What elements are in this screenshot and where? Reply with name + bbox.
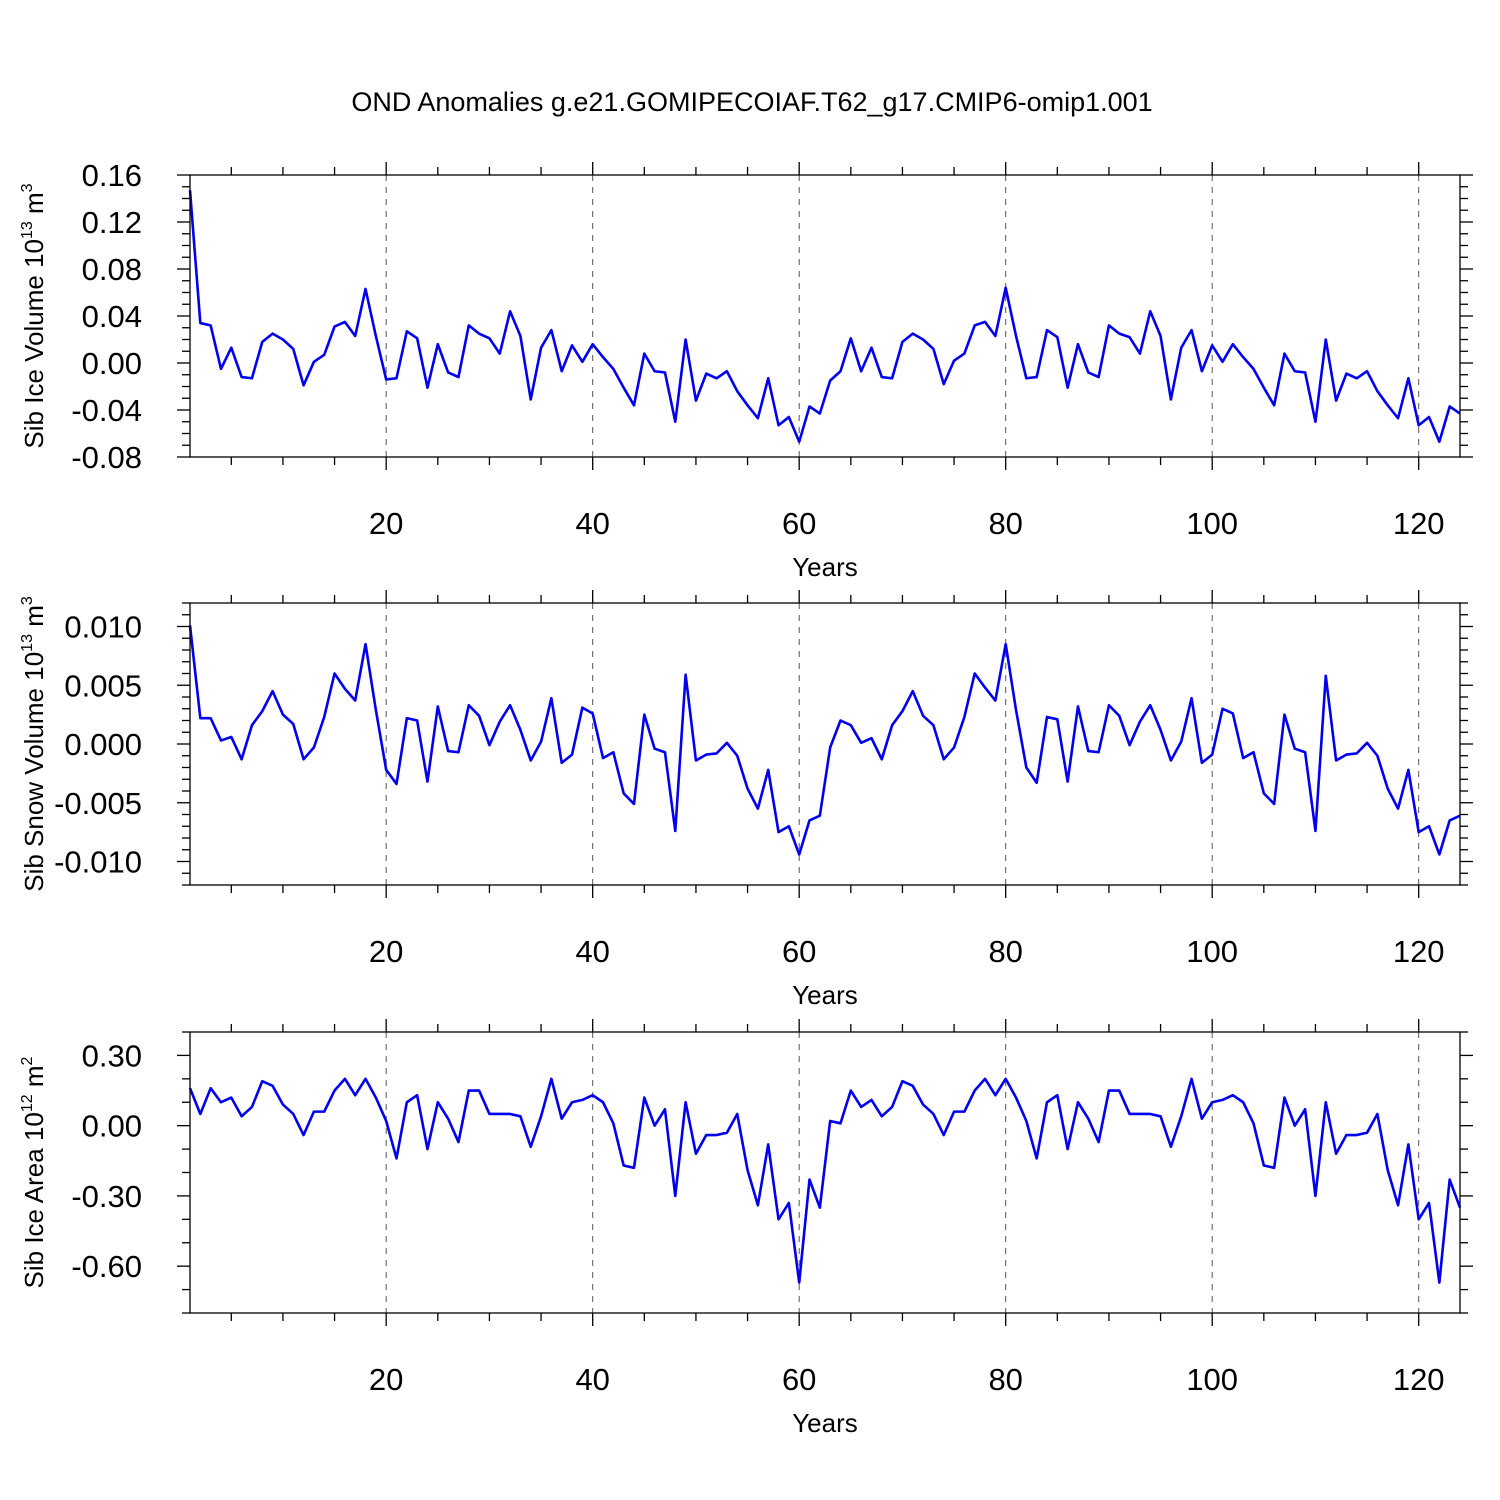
x-tick-label: 80 <box>988 934 1022 969</box>
x-tick-label: 20 <box>369 934 403 969</box>
figure-title: OND Anomalies g.e21.GOMIPECOIAF.T62_g17.… <box>351 87 1152 117</box>
y-tick-label: -0.005 <box>54 786 142 821</box>
y-tick-label: 0.08 <box>82 252 142 287</box>
y-axis-title: Sib Ice Area 1012 m2 <box>19 1056 49 1288</box>
plot-frame <box>189 1031 1461 1314</box>
x-tick-label: 120 <box>1393 506 1445 541</box>
x-tick-label: 40 <box>575 506 609 541</box>
x-tick-label: 20 <box>369 506 403 541</box>
y-tick-label: 0.04 <box>82 299 142 334</box>
x-tick-label: 100 <box>1186 934 1238 969</box>
x-tick-label: 80 <box>988 506 1022 541</box>
y-axis-title-exponent: 13 <box>19 634 36 652</box>
x-axis-title: Years <box>792 552 858 582</box>
y-axis-title-exponent: 13 <box>19 221 36 239</box>
x-tick-label: 40 <box>575 1362 609 1397</box>
panel-1: -0.08 -0.04 0.00 0.04 0.08 0.12 0.16 20 40 60 80 10… <box>19 158 1473 582</box>
y-axis-title-unit-exponent: 3 <box>19 183 36 192</box>
plot-frame <box>189 174 1461 458</box>
y-tick-label: 0.30 <box>82 1038 142 1073</box>
series-line <box>188 1077 1462 1284</box>
x-tick-label: 100 <box>1186 506 1238 541</box>
y-axis-title-unit: m <box>19 192 49 221</box>
y-axis-title-exponent: 12 <box>19 1094 36 1112</box>
y-tick-label: 0.16 <box>82 158 142 193</box>
y-axis-title-unit: m <box>19 605 49 634</box>
x-tick-label: 100 <box>1186 1362 1238 1397</box>
y-tick-label: 0.00 <box>82 346 142 381</box>
y-tick-label: 0.010 <box>64 610 142 645</box>
y-axis-title: Sib Ice Volume 1013 m3 <box>19 183 49 448</box>
y-tick-label: 0.005 <box>64 668 142 703</box>
plot-frame <box>189 602 1461 886</box>
x-tick-label: 80 <box>988 1362 1022 1397</box>
y-tick-label: -0.60 <box>71 1249 142 1284</box>
panel-2: -0.010 -0.005 0.000 0.005 0.010 20 40 60 80 100 12… <box>19 590 1473 1010</box>
y-tick-label: -0.08 <box>71 440 142 475</box>
y-tick-label: -0.30 <box>71 1179 142 1214</box>
x-axis-title: Years <box>792 1408 858 1438</box>
x-tick-label: 60 <box>782 934 816 969</box>
y-axis-title: Sib Snow Volume 1013 m3 <box>19 596 49 892</box>
x-axis-title: Years <box>792 980 858 1010</box>
series-line <box>188 190 1461 444</box>
y-axis-title-base: Sib Snow Volume 10 <box>19 652 49 892</box>
x-tick-label: 40 <box>575 934 609 969</box>
x-tick-label: 120 <box>1393 1362 1445 1397</box>
y-tick-label: -0.04 <box>71 393 142 428</box>
y-axis-title-unit-exponent: 2 <box>19 1056 36 1065</box>
y-tick-label: 0.12 <box>82 205 142 240</box>
y-tick-label: 0.00 <box>82 1109 142 1144</box>
y-axis-title-base: Sib Ice Area 10 <box>19 1112 49 1288</box>
y-axis-title-base: Sib Ice Volume 10 <box>19 239 49 449</box>
panels: -0.08 -0.04 0.00 0.04 0.08 0.12 0.16 20 40 60 80 10… <box>19 158 1473 1438</box>
y-axis-title-unit-exponent: 3 <box>19 596 36 605</box>
panel-3: -0.60 -0.30 0.00 0.30 20 40 60 80 100 120 Years Sib… <box>19 1019 1473 1438</box>
x-tick-label: 120 <box>1393 934 1445 969</box>
series-line <box>188 625 1461 856</box>
x-tick-label: 60 <box>782 1362 816 1397</box>
x-tick-label: 20 <box>369 1362 403 1397</box>
y-tick-label: -0.010 <box>54 845 142 880</box>
y-tick-label: 0.000 <box>64 727 142 762</box>
y-axis-title-unit: m <box>19 1065 49 1094</box>
x-tick-label: 60 <box>782 506 816 541</box>
